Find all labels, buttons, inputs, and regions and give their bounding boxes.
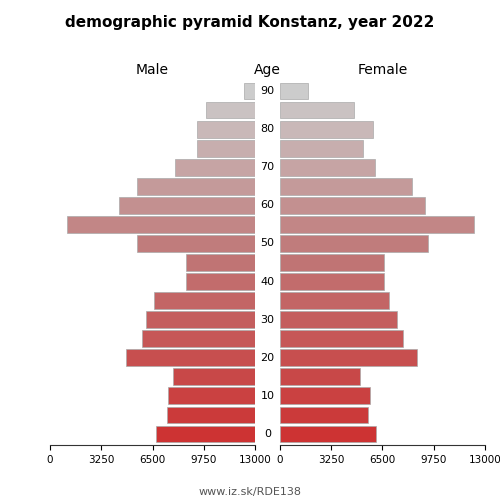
Bar bbox=[173, 368, 255, 384]
Bar bbox=[206, 102, 255, 118]
Bar bbox=[280, 178, 412, 194]
Text: demographic pyramid Konstanz, year 2022: demographic pyramid Konstanz, year 2022 bbox=[66, 15, 434, 30]
Bar bbox=[280, 84, 308, 100]
Bar bbox=[142, 330, 255, 346]
Text: 0: 0 bbox=[264, 428, 271, 438]
Bar bbox=[280, 102, 354, 118]
Bar bbox=[186, 254, 255, 270]
Bar bbox=[137, 236, 255, 252]
Bar bbox=[280, 368, 360, 384]
Bar bbox=[280, 140, 363, 156]
Bar bbox=[197, 140, 255, 156]
Bar bbox=[280, 406, 368, 422]
Bar bbox=[120, 198, 255, 214]
Bar bbox=[280, 426, 376, 442]
Bar bbox=[280, 160, 374, 176]
Bar bbox=[280, 350, 417, 366]
Text: 80: 80 bbox=[260, 124, 274, 134]
Bar bbox=[197, 122, 255, 138]
Bar bbox=[280, 216, 474, 232]
Bar bbox=[280, 312, 396, 328]
Bar bbox=[168, 388, 255, 404]
Bar bbox=[137, 178, 255, 194]
Text: 20: 20 bbox=[260, 352, 274, 362]
Bar bbox=[280, 198, 425, 214]
Text: 10: 10 bbox=[260, 390, 274, 400]
Bar bbox=[126, 350, 255, 366]
Bar bbox=[280, 330, 403, 346]
Bar bbox=[244, 84, 255, 100]
Text: 30: 30 bbox=[260, 314, 274, 324]
Text: 70: 70 bbox=[260, 162, 274, 172]
Bar bbox=[68, 216, 255, 232]
Bar bbox=[154, 292, 255, 308]
Text: 60: 60 bbox=[260, 200, 274, 210]
Title: Female: Female bbox=[358, 64, 408, 78]
Bar bbox=[186, 274, 255, 289]
Text: 90: 90 bbox=[260, 86, 274, 97]
Bar bbox=[280, 274, 384, 289]
Bar bbox=[174, 160, 255, 176]
Text: www.iz.sk/RDE138: www.iz.sk/RDE138 bbox=[198, 488, 302, 498]
Bar bbox=[156, 426, 255, 442]
Bar bbox=[280, 292, 388, 308]
Bar bbox=[167, 406, 255, 422]
Text: 40: 40 bbox=[260, 276, 274, 286]
Text: 50: 50 bbox=[260, 238, 274, 248]
Bar bbox=[280, 388, 370, 404]
Title: Age: Age bbox=[254, 64, 281, 78]
Bar bbox=[146, 312, 255, 328]
Title: Male: Male bbox=[136, 64, 169, 78]
Bar bbox=[280, 122, 373, 138]
Bar bbox=[280, 254, 384, 270]
Bar bbox=[280, 236, 428, 252]
